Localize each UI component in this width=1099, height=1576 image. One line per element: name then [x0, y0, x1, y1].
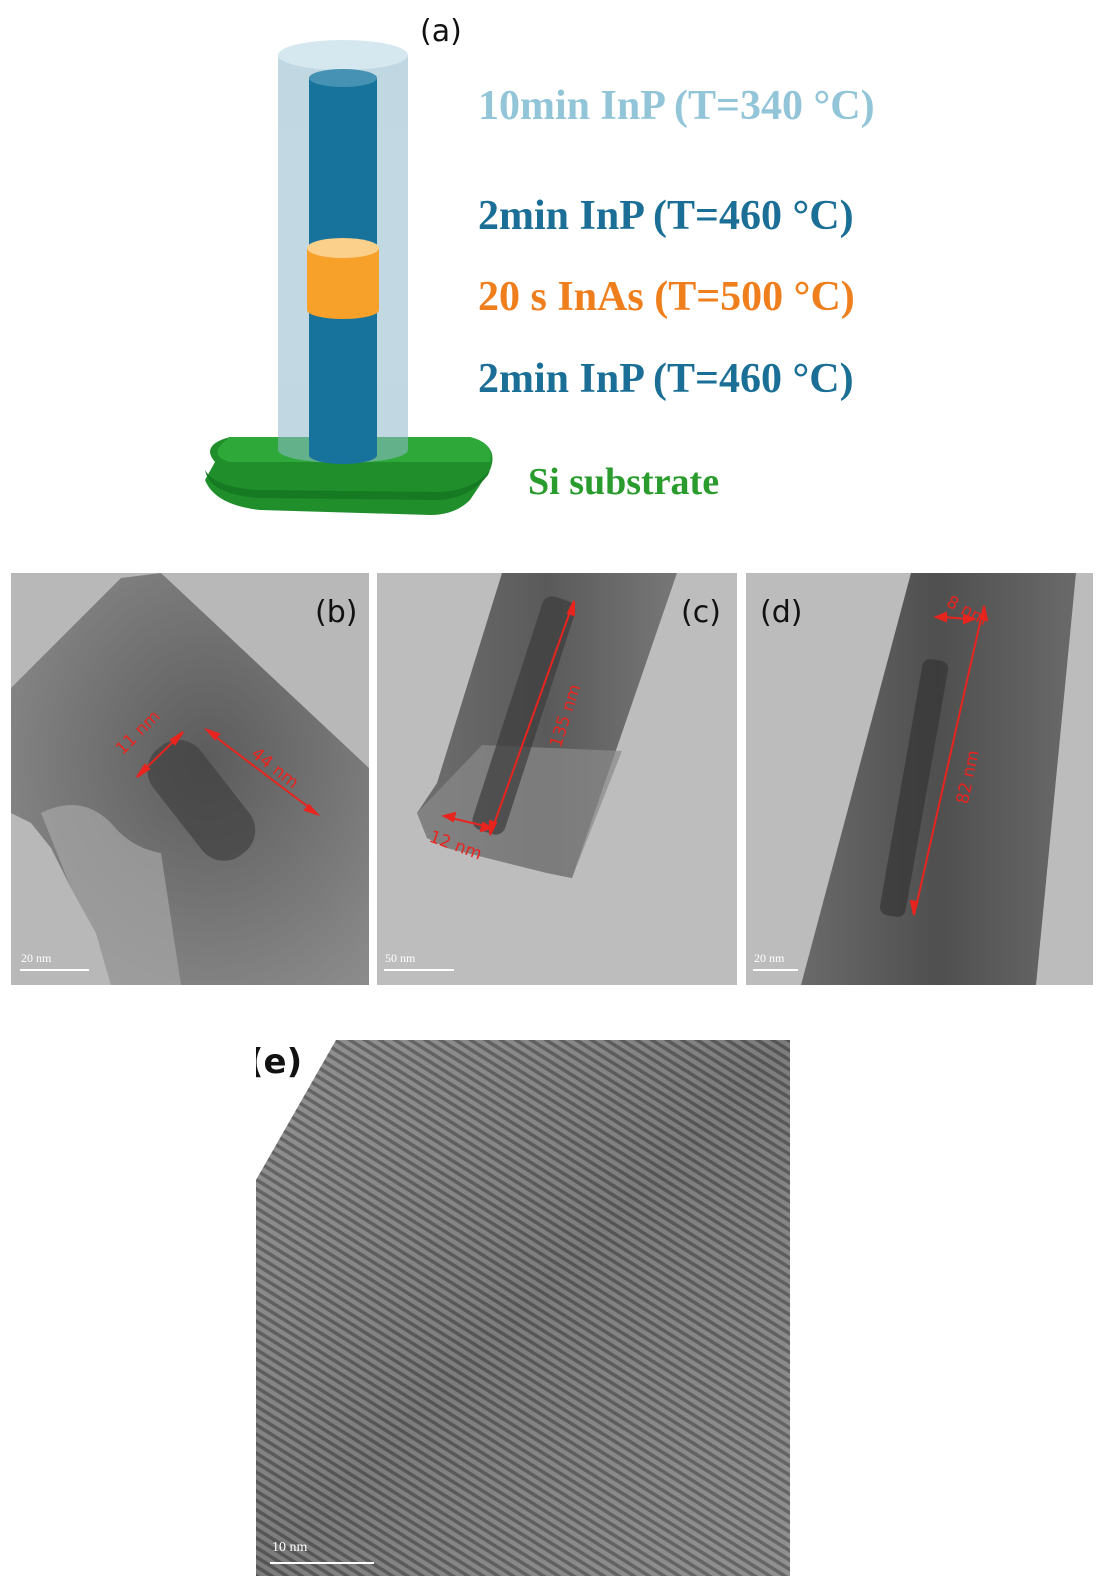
inas-insertion [307, 238, 379, 319]
tem-c-graphic: 135 nm 12 nm [417, 573, 677, 878]
panel-a-label: (a) [420, 14, 462, 49]
panel-e-label: (e) [256, 1042, 303, 1082]
scale-bar-label-b: 20 nm [21, 951, 52, 965]
scale-bar-c [384, 969, 454, 971]
hrtem-image-e: (e) 10 nm [256, 1040, 790, 1576]
legend-top-core: 2min InP (T=460 °C) [478, 193, 854, 239]
measurement-arrows [136, 727, 321, 817]
legend-shell: 10min InP (T=340 °C) [478, 83, 875, 129]
legend-insertion: 20 s InAs (T=500 °C) [478, 274, 855, 320]
tem-d-graphic: 8 nm 82 nm [801, 573, 1076, 985]
panel-c-label: (c) [681, 595, 721, 630]
scale-bar-e [270, 1562, 374, 1564]
schematic-panel: (a) 10min InP (T=340 °C) 2min InP (T=460… [0, 0, 1099, 540]
scale-bar-d [753, 969, 798, 971]
lattice-fringes [256, 1040, 790, 1576]
nanowire-schematic [205, 40, 493, 515]
scale-bar-label-e: 10 nm [272, 1540, 308, 1555]
scale-bar-label-d: 20 nm [754, 951, 785, 965]
scale-bar-b [20, 969, 89, 971]
tem-image-d: 8 nm 82 nm (d) 20 nm [746, 573, 1093, 985]
tem-image-b: 11 nm 44 nm (b) 20 nm [11, 573, 369, 985]
panel-b-label: (b) [315, 595, 358, 630]
panel-d-label: (d) [760, 595, 803, 630]
tem-image-c: 135 nm 12 nm (c) 50 nm [377, 573, 737, 985]
scale-bar-label-c: 50 nm [385, 951, 416, 965]
legend-bottom-core: 2min InP (T=460 °C) [478, 356, 854, 402]
measurement-arrows [441, 600, 575, 836]
measurement-arrows [909, 605, 989, 916]
tem-b-graphic: 11 nm 44 nm [11, 573, 369, 985]
legend-substrate: Si substrate [528, 461, 720, 503]
